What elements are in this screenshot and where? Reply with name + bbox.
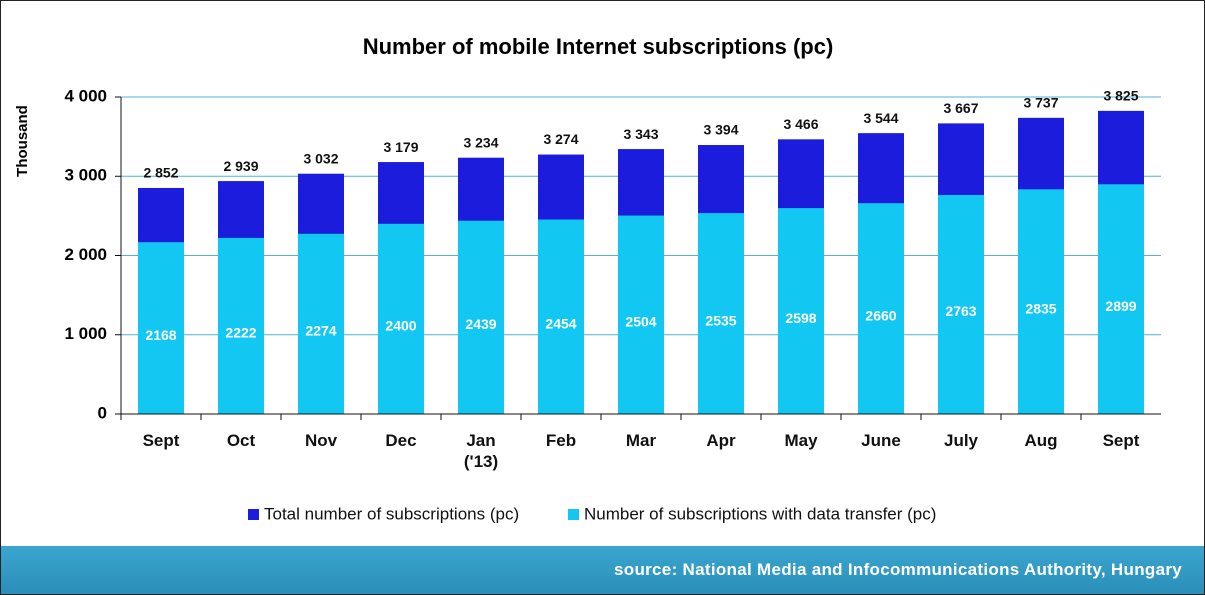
value-label: 3 667	[943, 100, 978, 116]
x-tick-label: Sept	[142, 431, 180, 450]
value-label: 3 234	[463, 134, 498, 150]
value-label: 2400	[385, 318, 416, 334]
value-label: 2168	[145, 327, 176, 343]
bar	[1098, 184, 1144, 414]
x-tick-label: Mar	[625, 431, 657, 450]
y-tick-label: 0	[98, 403, 107, 422]
value-label: 3 737	[1023, 95, 1058, 111]
bar	[458, 220, 504, 414]
y-tick-label: 3 000	[64, 166, 107, 185]
value-label: 2763	[945, 303, 976, 319]
bar	[538, 219, 584, 414]
chart-title: Number of mobile Internet subscriptions …	[363, 34, 834, 59]
x-tick-label: Apr	[706, 431, 736, 450]
bar	[698, 213, 744, 414]
bar	[138, 242, 184, 414]
bar	[218, 237, 264, 414]
value-label: 2504	[625, 313, 656, 329]
value-label: 2 852	[143, 165, 178, 181]
x-tick-label: July	[943, 431, 979, 450]
value-label: 3 466	[783, 116, 818, 132]
x-tick-label: Dec	[385, 431, 417, 450]
x-tick-label: May	[784, 431, 818, 450]
value-label: 3 032	[303, 150, 338, 166]
x-tick-label: Sept	[1102, 431, 1140, 450]
bar	[618, 215, 664, 414]
bar	[938, 195, 984, 414]
legend-swatch	[248, 509, 259, 520]
value-label: 3 274	[543, 131, 578, 147]
chart: Number of mobile Internet subscriptions …	[14, 34, 1161, 523]
value-label: 2899	[1105, 298, 1136, 314]
value-label: 2222	[225, 325, 256, 341]
source: source: National Media and Infocommunica…	[614, 560, 1182, 579]
bar	[1018, 189, 1064, 414]
value-label: 3 179	[383, 139, 418, 155]
x-tick-label: Oct	[226, 431, 256, 450]
bar	[858, 203, 904, 414]
value-label: 2454	[545, 315, 576, 331]
legend-label: Total number of subscriptions (pc)	[264, 504, 519, 523]
value-label: 2660	[865, 307, 896, 323]
value-label: 3 394	[703, 122, 738, 138]
legend-swatch	[568, 509, 579, 520]
bar	[778, 208, 824, 414]
x-tick-label: Aug	[1024, 431, 1058, 450]
value-label: 2 939	[223, 158, 258, 174]
y-tick-label: 2 000	[64, 245, 107, 264]
bar	[378, 223, 424, 414]
y-tick-label: 4 000	[64, 86, 107, 105]
x-tick-label: June	[861, 431, 901, 450]
value-label: 3 544	[863, 110, 898, 126]
value-label: 3 343	[623, 126, 658, 142]
x-tick-label: Nov	[304, 431, 338, 450]
value-label: 2835	[1025, 300, 1056, 316]
value-label: 2439	[465, 316, 496, 332]
value-label: 2598	[785, 310, 816, 326]
bar	[298, 233, 344, 414]
legend-label: Number of subscriptions with data transf…	[584, 504, 936, 523]
value-label: 3 825	[1103, 88, 1138, 104]
x-tick-label: Jan ('13)	[463, 431, 499, 471]
value-label: 2535	[705, 312, 736, 328]
y-tick-label: 1 000	[64, 324, 107, 343]
y-axis-label: Thousand	[14, 105, 31, 177]
value-label: 2274	[305, 323, 336, 339]
footer: source: National Media and Infocommunica…	[1, 546, 1204, 594]
x-tick-label: Feb	[545, 431, 577, 450]
